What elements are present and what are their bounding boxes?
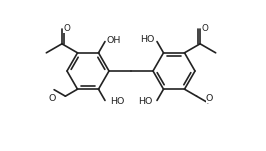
Text: HO: HO	[140, 35, 154, 44]
Text: OH: OH	[107, 36, 121, 45]
Text: HO: HO	[138, 97, 152, 106]
Text: HO: HO	[110, 97, 124, 106]
Text: O: O	[202, 24, 209, 33]
Text: O: O	[49, 94, 56, 103]
Text: O: O	[206, 94, 213, 103]
Text: O: O	[64, 24, 70, 33]
